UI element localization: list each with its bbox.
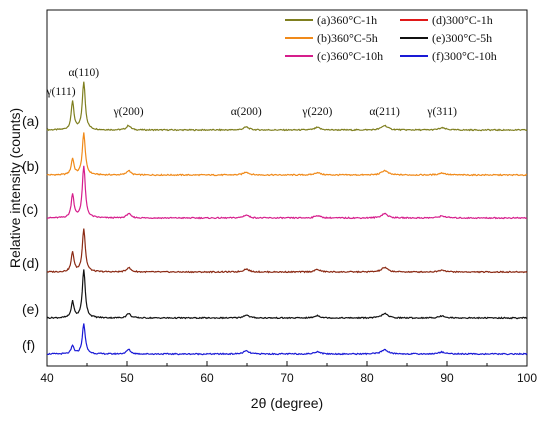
peak-label: γ(220) [301,106,332,118]
peak-labels-layer: γ(111) α(110) γ(200) α(200) γ(220) α(211) γ(31… [45,67,457,118]
curve-label: (c) [22,201,38,217]
curve-label: (b) [22,158,39,174]
series-line [46,81,528,132]
curve-label: (f) [22,337,35,353]
series-line [46,269,528,320]
peak-label: α(200) [231,106,262,118]
curve-labels-layer: (a) (b) (c) (d) (e) (f) [22,113,39,353]
x-tick-label: 70 [280,371,294,385]
x-tick-label: 50 [120,371,134,385]
legend-entry: (a)360°C-1h [317,13,377,27]
legend-entry: (b)360°C-5h [317,31,378,45]
x-tick-label: 40 [40,371,54,385]
legend-entry: (e)300°C-5h [432,31,492,45]
peak-label: α(110) [69,67,100,79]
y-axis-title: Relative intensity (counts) [7,108,23,268]
peak-label: γ(200) [113,106,144,118]
x-tick-label: 100 [517,371,537,385]
x-tick-label: 90 [440,371,454,385]
x-axis-title: 2θ (degree) [251,395,323,411]
x-tick-label: 60 [200,371,214,385]
peak-label: α(211) [369,106,400,118]
curve-label: (a) [22,113,39,129]
plot-frame [46,9,528,367]
curve-label: (e) [22,301,39,317]
series-line [47,165,528,220]
peak-label: γ(311) [426,106,457,118]
series-line [46,323,528,356]
legend: (a)360°C-1h (d)300°C-1h (b)360°C-5h (e)300°… [285,13,497,63]
x-tick-label: 80 [360,371,374,385]
curve-label: (d) [22,255,39,271]
x-ticks-layer: 40 50 60 70 80 90 100 [40,361,537,385]
legend-entry: (d)300°C-1h [432,13,493,27]
legend-entry: (f)300°C-10h [432,49,497,63]
curves-layer [46,81,528,356]
series-line [46,132,528,177]
legend-entry: (c)360°C-10h [317,49,383,63]
peak-label: γ(111) [45,86,75,98]
series-line [46,228,528,274]
